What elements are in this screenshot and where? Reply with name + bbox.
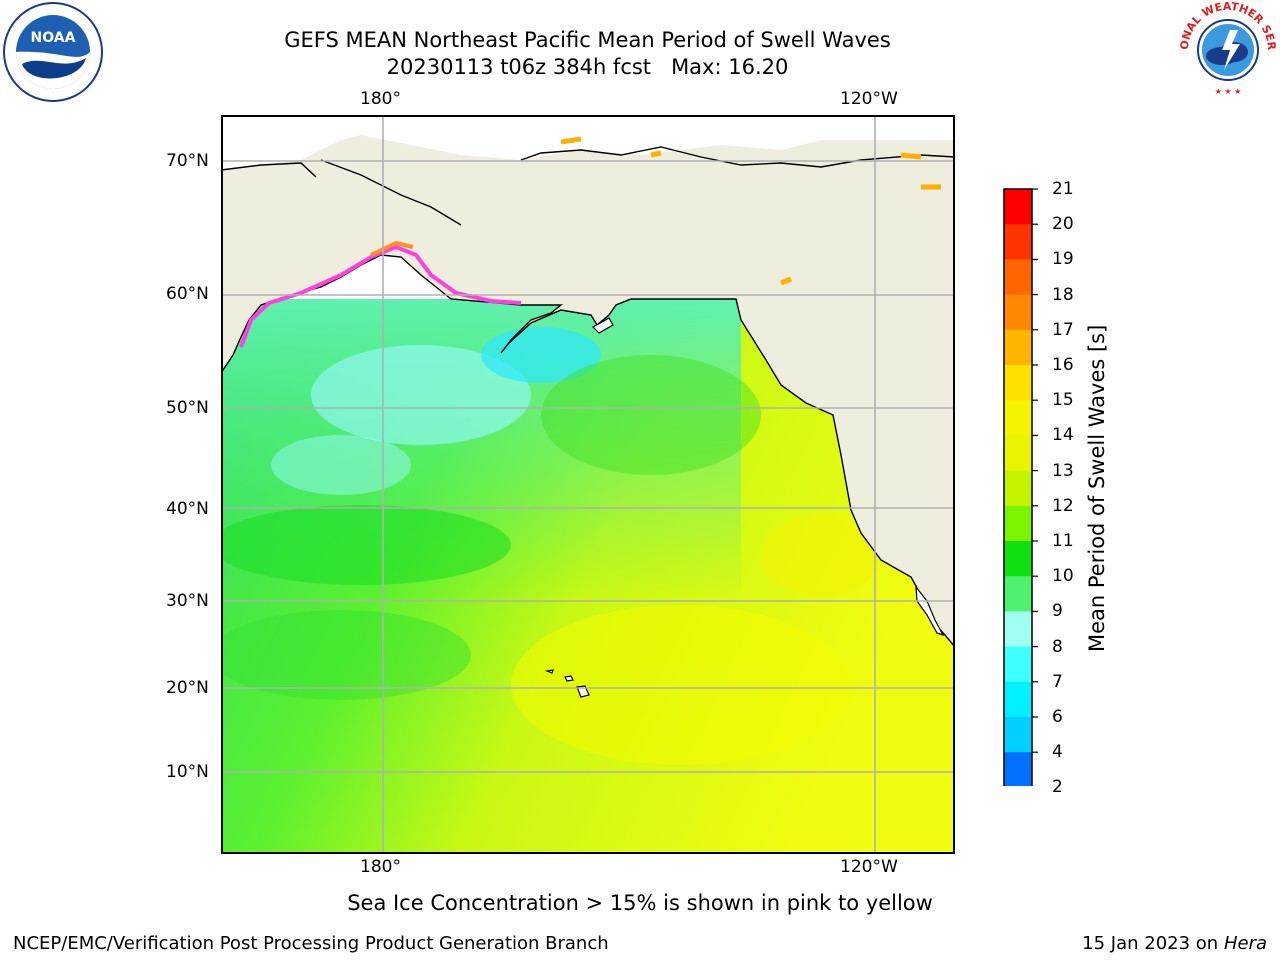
footer-date-text: 15 Jan 2023 on: [1082, 933, 1224, 954]
footer-credit: NCEP/EMC/Verification Post Processing Pr…: [13, 933, 609, 954]
colorbar-segment: [1004, 435, 1032, 472]
chart-title: GEFS MEAN Northeast Pacific Mean Period …: [284, 28, 891, 52]
footer-date: 15 Jan 2023 on Hera: [1082, 933, 1267, 954]
colorbar-tick-label: 2: [1052, 777, 1063, 798]
colorbar-segment: [1004, 681, 1032, 718]
colorbar: [1000, 186, 1040, 786]
colorbar-segment: [1004, 646, 1032, 683]
colorbar-outline: [1003, 188, 1033, 786]
lat-label-70n: 70°N: [166, 151, 209, 171]
map-plot: [221, 115, 955, 854]
colorbar-segment: [1004, 717, 1032, 753]
colorbar-tick-label: 12: [1052, 495, 1074, 516]
colorbar-tick-label: 19: [1052, 249, 1074, 270]
lat-label-60n: 60°N: [166, 284, 209, 304]
colorbar-tick-label: 14: [1052, 425, 1074, 446]
colorbar-segment: [1004, 189, 1032, 225]
lat-label-50n: 50°N: [166, 398, 209, 418]
colorbar-tick-label: 20: [1052, 214, 1074, 235]
sea-ice-caption: Sea Ice Concentration > 15% is shown in …: [347, 891, 933, 915]
colorbar-title: Mean Period of Swell Waves [s]: [1085, 324, 1109, 652]
lat-label-30n: 30°N: [166, 591, 209, 611]
colorbar-tick-label: 13: [1052, 460, 1074, 481]
footer-host: Hera: [1223, 933, 1267, 954]
colorbar-segment: [1004, 470, 1032, 507]
lon-label-bottom-120w: 120°W: [840, 857, 898, 877]
colorbar-tick-label: 8: [1052, 636, 1063, 657]
lon-label-top-180: 180°: [360, 89, 401, 109]
lat-label-10n: 10°N: [166, 762, 209, 782]
svg-text:NOAA: NOAA: [31, 30, 76, 46]
colorbar-labels: 21 20 19 18 17 16 15 14 13 12 11 10 9 8 7 6 4 2: [1052, 179, 1092, 797]
colorbar-tick-label: 9: [1052, 601, 1063, 622]
colorbar-tick-label: 21: [1052, 179, 1074, 199]
colorbar-segment: [1004, 400, 1032, 436]
colorbar-segment: [1004, 365, 1032, 401]
colorbar-tick-label: 10: [1052, 566, 1074, 587]
lon-label-bottom-180: 180°: [360, 857, 401, 877]
colorbar-tick-label: 17: [1052, 319, 1074, 340]
colorbar-segment: [1004, 259, 1032, 296]
svg-text:★ ★ ★: ★ ★ ★: [1215, 87, 1242, 96]
colorbar-segment: [1004, 541, 1032, 577]
chart-subtitle: 20230113 t06z 384h fcst Max: 16.20: [386, 55, 789, 79]
colorbar-tick-label: 18: [1052, 284, 1074, 305]
colorbar-segment: [1004, 329, 1032, 366]
colorbar-tick-label: 6: [1052, 707, 1063, 727]
colorbar-segment: [1004, 224, 1032, 260]
nws-logo: NATIONAL WEATHER SERVICE ★ ★ ★: [1178, 0, 1278, 100]
colorbar-segment: [1004, 294, 1032, 331]
colorbar-segment: [1004, 576, 1032, 612]
lon-label-top-120w: 120°W: [840, 89, 898, 109]
lat-label-20n: 20°N: [166, 678, 209, 698]
lat-label-40n: 40°N: [166, 499, 209, 519]
colorbar-segment: [1004, 752, 1032, 786]
colorbar-tick-label: 16: [1052, 355, 1074, 375]
colorbar-tick-label: 11: [1052, 531, 1074, 551]
colorbar-tick-label: 15: [1052, 390, 1074, 411]
noaa-logo: NOAA: [2, 2, 104, 102]
colorbar-segment: [1004, 505, 1032, 542]
colorbar-segment: [1004, 611, 1032, 648]
colorbar-tick-label: 4: [1052, 742, 1063, 763]
colorbar-tick-label: 7: [1052, 671, 1063, 692]
